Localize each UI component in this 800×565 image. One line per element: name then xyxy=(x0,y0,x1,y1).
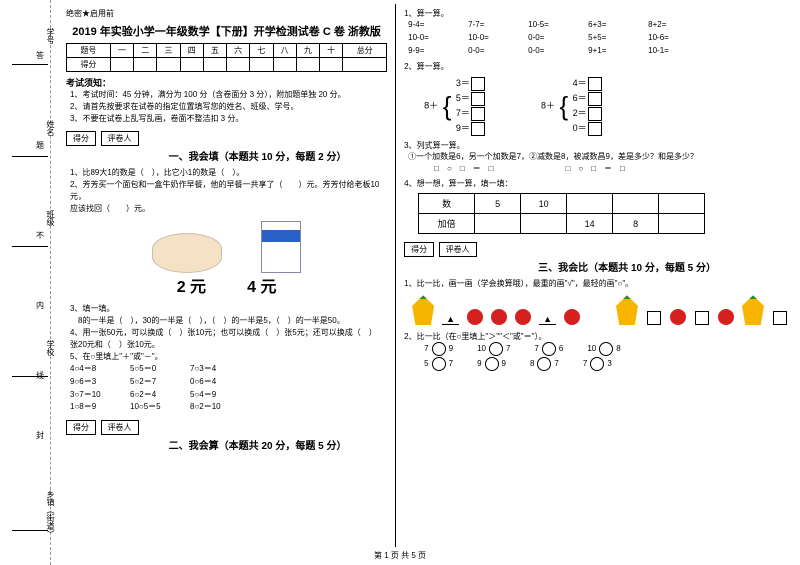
cmp-row-1: 79 107 76 108 xyxy=(424,342,788,357)
side-label-class: 班级 xyxy=(4,210,56,226)
bracket-equations: 8＋ { 3＝ 5＝ 7＝ 9＝ 8＋ { 4＝ 6＝ 2＝ 0＝ xyxy=(424,76,788,136)
q1-2a: 2、芳芳买一个面包和一盒牛奶作早餐，他的早餐一共享了（ ）元。芳芳付给老板10元… xyxy=(70,179,387,203)
score-box-a: 得分 xyxy=(66,131,96,146)
confidential: 绝密★启用前 xyxy=(66,8,387,19)
milk-icon xyxy=(261,221,301,273)
side-label-id: 学号 xyxy=(4,28,56,44)
score-box-b: 评卷人 xyxy=(101,131,139,146)
q2-2: 2、算一算。 xyxy=(404,61,788,72)
section-3-title: 三、我会比（本题共 10 分，每题 5 分） xyxy=(466,259,788,274)
rules-title: 考试须知： xyxy=(66,76,387,89)
pineapple-icon xyxy=(412,295,434,325)
rule-2: 2、请首先按要求在试卷的指定位置填写您的姓名、班级、学号。 xyxy=(70,101,387,113)
q2-3: 3、列式算一算。 xyxy=(404,140,788,151)
score-table: 题号一二 三四五 六七八 九十总分 得分 xyxy=(66,43,387,72)
price-milk: 4 元 xyxy=(247,279,276,296)
q1-3: 3、填一填。 xyxy=(70,303,387,315)
left-column: 绝密★启用前 2019 年实验小学一年级数学【下册】开学检测试卷 C 卷 浙教版… xyxy=(58,4,396,547)
cmp-row-2: 57 99 87 73 xyxy=(424,357,788,372)
q2-3-ops: □○□＝□ □○□＝□ xyxy=(434,163,788,174)
side-label-name: 姓名 xyxy=(4,120,56,136)
fruit-row: ▲ ▲ xyxy=(412,295,788,325)
q2-4: 4、想一想，算一算，填一填： xyxy=(404,178,788,189)
q2-3a: ①一个加数是6，另一个加数是7，②减数是8，被减数昌9，差是多少？和是多少？ xyxy=(408,151,788,163)
right-column: 1、算一算。 9-4=7-7=10-5=6+3=8+2= 10-0=10-0=0… xyxy=(396,4,796,547)
section-1-title: 一、我会填（本题共 10 分，每题 2 分） xyxy=(128,148,387,163)
rule-3: 3、不要在试卷上乱写乱画，卷面不整洁扣 3 分。 xyxy=(70,113,387,125)
side-label-school: 学校 xyxy=(4,340,56,356)
q2-1: 1、算一算。 xyxy=(404,8,788,19)
q1-1: 1、比89大1的数是（ ），比它小1的数是（ ）。 xyxy=(70,167,387,179)
q1-2b: 应该找回（ ）元。 xyxy=(70,203,387,215)
rule-1: 1、考试时间：45 分钟，满分为 100 分（含卷面分 3 分），附加题单独 2… xyxy=(70,89,387,101)
q1-3a: 8的一半是（ ），30的一半是（ ），（ ）的一半是5，（ ）的一半是50。 xyxy=(70,315,387,327)
apple-icon xyxy=(467,309,483,325)
bread-icon xyxy=(152,233,222,273)
product-images: 2 元 4 元 xyxy=(66,221,387,297)
q1-4a: 4、用一张50元，可以换成（ ）张10元；也可以换成（ ）张5元；还可以换成（ … xyxy=(70,327,387,339)
page-footer: 第 1 页 共 5 页 xyxy=(0,550,800,561)
q1-5-row1: 4○4＝85○5＝07○3＝4 xyxy=(70,363,387,376)
double-table: 数510 加倍148 xyxy=(418,193,705,234)
section-2-title: 二、我会算（本题共 20 分，每题 5 分） xyxy=(128,437,387,452)
q3-1: 1、比一比，画一画（学会换算哦），最重的画"√"，最轻的画"○"。 xyxy=(404,278,788,289)
binding-margin: 学号 姓名 班级 学校 乡镇（街道） 答 题 不 内 线 封 xyxy=(4,0,56,565)
q3-2: 2、比一比（在○里填上"＞""＜"或"＝"）。 xyxy=(404,331,788,342)
exam-title: 2019 年实验小学一年级数学【下册】开学检测试卷 C 卷 浙教版 xyxy=(66,23,387,39)
q1-5: 5、在○里填上"＋"或"－"。 xyxy=(70,351,387,363)
q1-4b: 张20元和（ ）张10元。 xyxy=(70,339,387,351)
price-bread: 2 元 xyxy=(177,279,206,296)
